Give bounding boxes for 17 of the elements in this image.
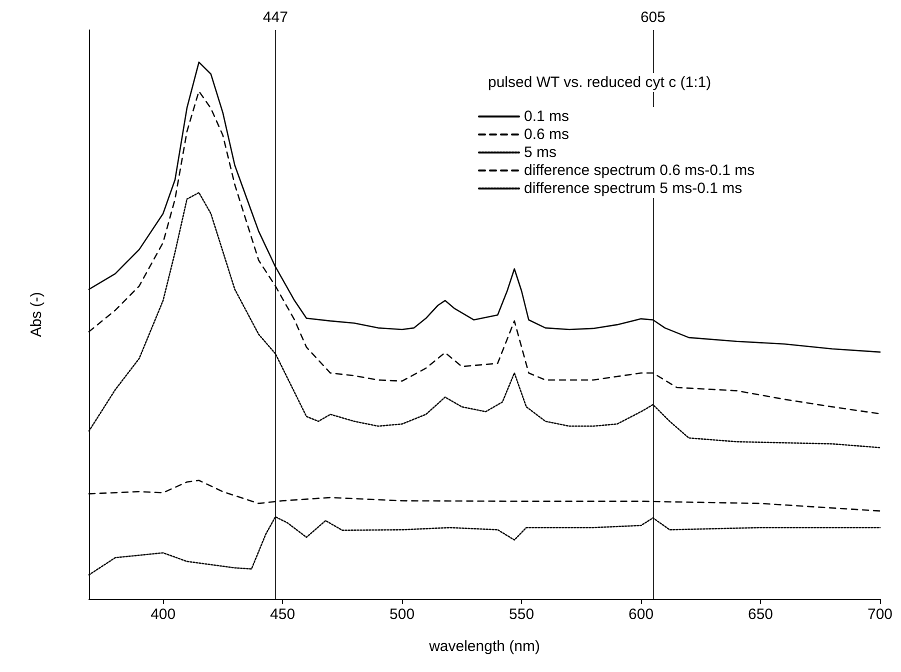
ref-line-label: 605 — [640, 9, 666, 26]
x-tick-label: 700 — [867, 606, 893, 623]
x-tick-label: 550 — [509, 606, 534, 623]
x-tick-label: 400 — [150, 606, 176, 623]
x-tick-label: 450 — [270, 606, 296, 623]
x-tick-label: 650 — [748, 606, 774, 623]
legend-label: 0.6 ms — [524, 126, 570, 143]
ref-line-label: 447 — [262, 9, 288, 26]
legend-title: pulsed WT vs. reduced cyt c (1:1) — [488, 74, 712, 91]
legend-label: 5 ms — [524, 144, 557, 161]
x-tick-label: 600 — [628, 606, 654, 623]
x-tick-label: 500 — [390, 606, 415, 623]
legend-label: 0.1 ms — [524, 108, 570, 125]
legend-label: difference spectrum 0.6 ms-0.1 ms — [524, 162, 755, 179]
x-axis-title: wavelength (nm) — [428, 638, 540, 655]
y-axis-title: Abs (-) — [28, 292, 45, 337]
legend-label: difference spectrum 5 ms-0.1 ms — [524, 180, 742, 197]
